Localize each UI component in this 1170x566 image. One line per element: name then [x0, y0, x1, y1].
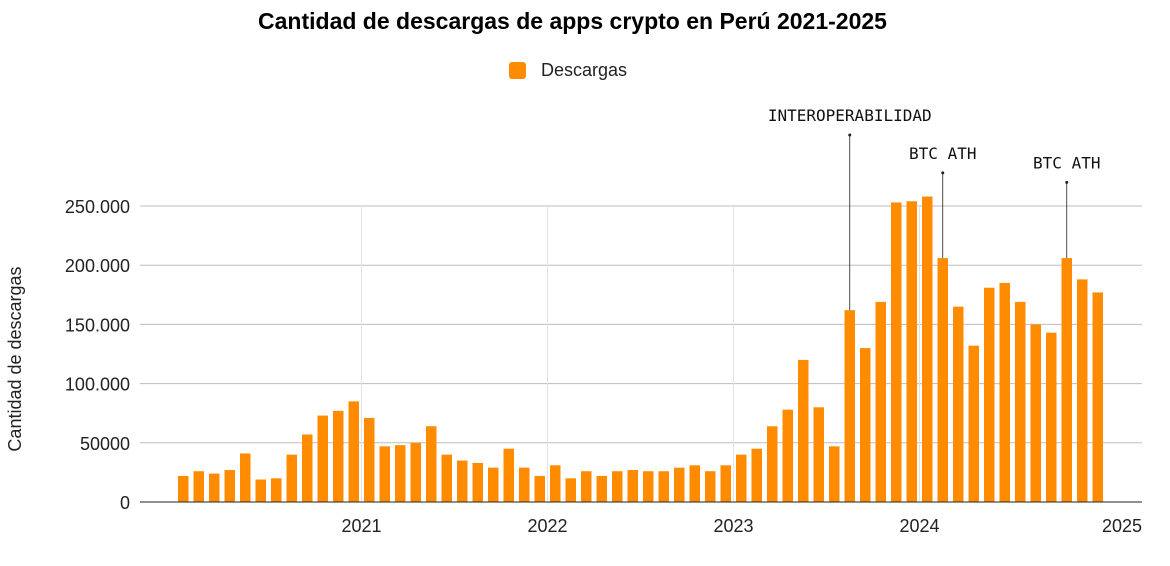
bar	[503, 448, 514, 502]
x-tick-label: 2024	[899, 516, 939, 536]
bar	[364, 417, 375, 502]
y-tick-label: 50000	[80, 434, 130, 454]
x-tick-label: 2023	[713, 516, 753, 536]
bar	[550, 465, 561, 502]
bar	[1046, 332, 1057, 502]
annotation-dot	[848, 133, 852, 137]
bar	[519, 467, 530, 502]
bar	[999, 282, 1010, 502]
bar	[968, 345, 979, 502]
bar	[1092, 292, 1103, 502]
bar	[984, 287, 995, 502]
bar	[240, 453, 251, 502]
x-tick-label: 2021	[341, 516, 381, 536]
bar	[1030, 324, 1041, 502]
y-tick-label: 200.000	[65, 256, 130, 276]
bar	[767, 426, 778, 502]
bar	[286, 454, 297, 502]
chart-title: Cantidad de descargas de apps crypto en …	[258, 8, 887, 34]
bar	[457, 460, 468, 502]
bar	[1077, 279, 1088, 502]
annotation-labels-layer: INTEROPERABILIDAD BTC ATH BTC ATH	[768, 106, 1101, 172]
bar	[534, 475, 545, 502]
bar	[209, 473, 220, 502]
bar	[426, 426, 437, 502]
bar	[643, 471, 654, 502]
bar	[736, 454, 747, 502]
bar	[627, 470, 638, 502]
bar	[224, 470, 235, 502]
annotation-label: BTC ATH	[909, 144, 976, 163]
y-tick-label: 250.000	[65, 197, 130, 217]
bar	[410, 442, 421, 502]
bar	[906, 201, 917, 502]
bar	[271, 478, 282, 502]
bar	[875, 301, 886, 502]
annotation-dot	[1065, 180, 1069, 184]
bar	[178, 475, 189, 502]
bar	[395, 445, 406, 502]
bar	[348, 401, 359, 502]
vertical-grid-layer	[361, 206, 920, 502]
x-tick-labels: 2021 2022 2023 2024 2025	[341, 516, 1142, 536]
bar	[612, 471, 623, 502]
bar	[565, 478, 576, 502]
annotation-dot	[941, 171, 945, 175]
bar	[581, 471, 592, 502]
bar	[379, 446, 390, 502]
bar	[317, 415, 328, 502]
bar	[596, 475, 607, 502]
x-tick-label: 2022	[527, 516, 567, 536]
bar	[844, 310, 855, 502]
bar	[689, 465, 700, 502]
y-tick-labels: 0 50000 100.000 150.000 200.000 250.000	[65, 197, 130, 513]
bar	[937, 258, 948, 502]
bar	[333, 410, 344, 502]
bar	[891, 202, 902, 502]
bar	[860, 348, 871, 502]
bar	[488, 467, 499, 502]
legend: Descargas	[509, 60, 627, 81]
bar	[751, 448, 762, 502]
bar	[1015, 301, 1026, 502]
bars-layer	[178, 196, 1103, 502]
y-tick-label: 150.000	[65, 315, 130, 335]
bar	[302, 434, 313, 502]
legend-swatch	[509, 62, 526, 79]
bar	[674, 467, 685, 502]
legend-label-descargas: Descargas	[541, 60, 628, 80]
bar	[782, 409, 793, 502]
bar	[829, 446, 840, 502]
bar	[441, 454, 452, 502]
y-axis-label: Cantidad de descargas	[5, 266, 25, 451]
bar	[813, 407, 824, 502]
bar	[922, 196, 933, 502]
bar	[193, 471, 204, 502]
bar	[953, 306, 964, 502]
annotation-label: INTEROPERABILIDAD	[768, 106, 932, 125]
x-tick-label: 2025	[1102, 516, 1142, 536]
bar	[720, 465, 731, 502]
bar	[1061, 258, 1072, 502]
bar	[798, 359, 809, 502]
y-tick-label: 0	[120, 493, 130, 513]
bar	[255, 479, 266, 502]
y-tick-label: 100.000	[65, 375, 130, 395]
bar	[705, 471, 716, 502]
bar	[472, 462, 483, 502]
bar	[658, 471, 669, 502]
annotation-label: BTC ATH	[1033, 153, 1100, 172]
